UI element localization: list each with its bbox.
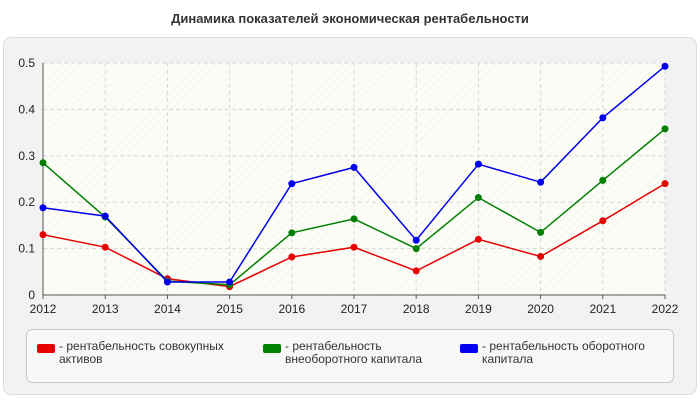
series-3-point	[661, 62, 669, 70]
series-3-point	[101, 212, 109, 220]
series-1-point	[39, 231, 47, 239]
y-tick-label: 0.5	[18, 56, 35, 70]
series-2-point	[412, 245, 420, 253]
chart-title: Динамика показателей экономическая рента…	[171, 11, 529, 26]
series-3-point	[163, 278, 171, 286]
x-tick-label: 2021	[589, 302, 616, 316]
legend-label-current: рентабельность оборотного капитала	[482, 340, 672, 366]
series-2-point	[39, 159, 47, 167]
x-tick-label: 2012	[30, 302, 57, 316]
y-tick-label: 0.2	[18, 195, 35, 209]
series-3-point	[226, 278, 234, 286]
series-2-point	[474, 194, 482, 202]
y-tick-label: 0.1	[18, 242, 35, 256]
series-3-point	[537, 178, 545, 186]
series-2-point	[350, 215, 358, 223]
series-1-point	[412, 267, 420, 275]
series-2-point	[661, 125, 669, 133]
series-1-point	[661, 180, 669, 188]
series-2-point	[537, 228, 545, 236]
series-2-point	[599, 176, 607, 184]
series-1-point	[288, 253, 296, 261]
x-tick-label: 2015	[216, 302, 243, 316]
series-1-point	[101, 243, 109, 251]
y-tick-label: 0.3	[18, 149, 35, 163]
series-1-point	[599, 217, 607, 225]
x-tick-label: 2022	[652, 302, 679, 316]
series-2-point	[288, 229, 296, 237]
x-tick-label: 2013	[92, 302, 119, 316]
legend-swatch-noncurrent	[263, 344, 281, 353]
series-3-point	[39, 204, 47, 212]
y-tick-label: 0.4	[18, 102, 35, 116]
legend-swatch-assets	[37, 344, 55, 353]
y-tick-label: 0	[28, 288, 35, 302]
series-3-point	[412, 236, 420, 244]
legend-label-noncurrent: рентабельность внеоборотного капитала	[285, 340, 450, 366]
series-3-point	[599, 114, 607, 122]
x-tick-label: 2014	[154, 302, 181, 316]
series-1-point	[350, 243, 358, 251]
legend: рентабельность совокупных активов рентаб…	[26, 329, 674, 383]
legend-swatch-current	[460, 344, 478, 353]
x-tick-label: 2019	[465, 302, 492, 316]
series-3-point	[288, 180, 296, 188]
x-tick-label: 2020	[527, 302, 554, 316]
series-3-point	[350, 163, 358, 171]
x-tick-label: 2016	[278, 302, 305, 316]
x-tick-label: 2018	[403, 302, 430, 316]
series-1-point	[474, 235, 482, 243]
legend-label-assets: рентабельность совокупных активов	[59, 340, 244, 366]
series-3-point	[474, 160, 482, 168]
x-tick-label: 2017	[341, 302, 368, 316]
series-1-point	[537, 252, 545, 260]
